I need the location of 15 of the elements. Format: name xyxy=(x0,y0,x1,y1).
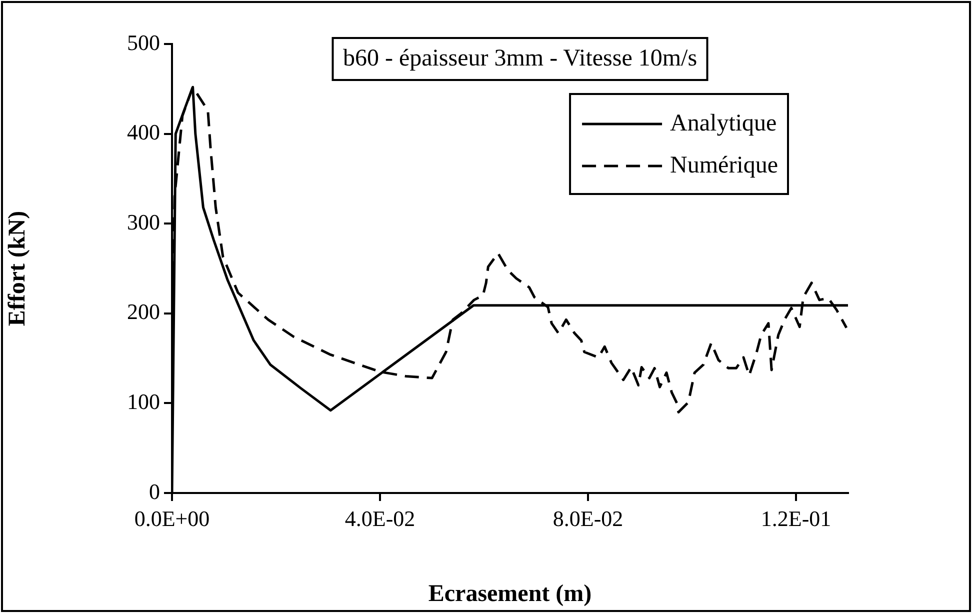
y-tick-label: 500 xyxy=(127,30,160,55)
y-tick-label: 200 xyxy=(127,299,160,324)
legend-label: Analytique xyxy=(670,110,777,136)
x-tick-label: 8.0E-02 xyxy=(552,506,624,531)
x-tick-label: 1.2E-01 xyxy=(760,506,832,531)
y-tick-label: 400 xyxy=(127,120,160,145)
y-axis-title: Effort (kN) xyxy=(4,210,31,326)
x-axis-title: Ecrasement (m) xyxy=(428,580,592,607)
y-tick-label: 100 xyxy=(127,388,160,414)
chart-title: b60 - épaisseur 3mm - Vitesse 10m/s xyxy=(342,45,698,72)
x-tick-label: 0.0E+00 xyxy=(134,506,210,531)
legend-label: Numérique xyxy=(670,152,778,178)
y-tick-label: 300 xyxy=(127,209,160,234)
x-tick-label: 4.0E-02 xyxy=(344,506,416,531)
y-tick-label: 0 xyxy=(149,478,160,504)
